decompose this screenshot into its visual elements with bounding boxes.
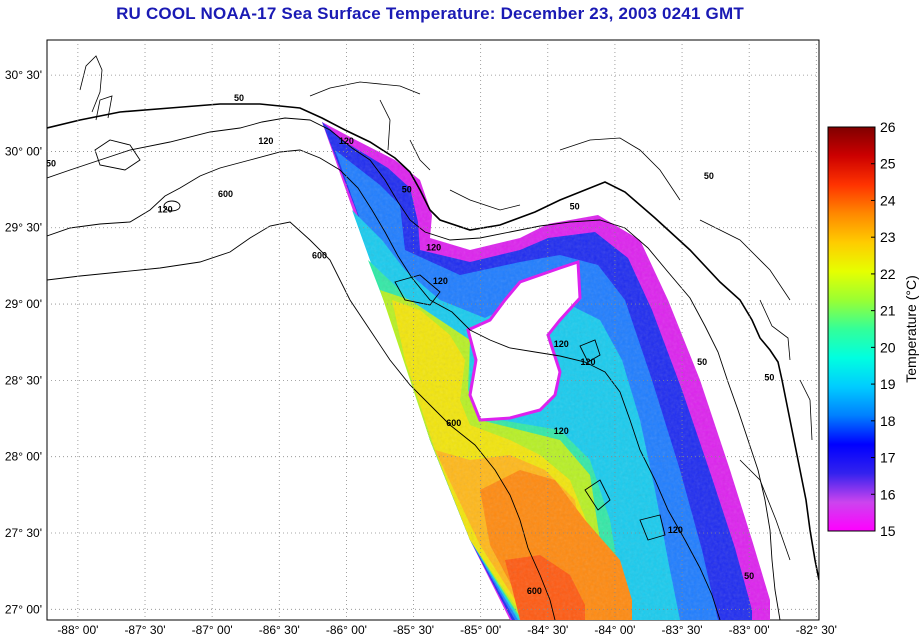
longitude-label: -86° 30' [259,623,300,637]
contour-label: 120 [426,243,441,253]
contour-labels: 50 120 120 600 120 50 600 50 120 120 50 50 120 120 50 5… [46,93,774,596]
latitude-label: 28° 00' [5,450,42,464]
latitude-label: 28° 30' [5,373,42,387]
colorbar-tick-label: 17 [880,450,896,466]
contour-label: 120 [433,276,448,286]
colorbar-scale [827,126,876,532]
latitude-label: 29° 00' [5,297,42,311]
coastline [47,103,819,581]
latitude-label: 27° 00' [5,602,42,616]
colorbar-tick-label: 20 [880,339,896,355]
contour-label: 600 [527,586,542,596]
colorbar-title: Temperature (°C) [903,275,919,383]
colorbar-tick-label: 23 [880,229,896,245]
colorbar-tick-label: 15 [880,523,896,539]
colorbar-tick-label: 19 [880,376,896,392]
longitude-label: -83° 00' [729,623,770,637]
longitude-label: -84° 30' [527,623,568,637]
bathymetry-contours [47,117,781,620]
contour-label: 600 [446,418,461,428]
longitude-labels: -88° 00' -87° 30' -87° 00' -86° 30' -86° 00'… [57,623,837,637]
sst-swath [322,122,770,620]
map-title: RU COOL NOAA-17 Sea Surface Temperature:… [116,4,744,23]
contour-label: 600 [218,189,233,199]
contour-label: 120 [258,136,273,146]
longitude-label: -87° 00' [192,623,233,637]
contour-label: 120 [339,136,354,146]
land-features [79,55,813,561]
contour-label: 120 [581,357,596,367]
colorbar-tick-label: 26 [880,119,896,135]
contour-600m [47,221,556,620]
contour-120m [47,149,721,620]
contour-label: 120 [158,204,173,214]
contour-50m [47,117,781,620]
contour-label: 50 [570,201,580,211]
longitude-label: -85° 30' [393,623,434,637]
longitude-label: -87° 30' [124,623,165,637]
latitude-label: 27° 30' [5,526,42,540]
map-body: 50 120 120 600 120 50 600 50 120 120 50 50 120 120 50 5… [46,40,819,620]
colorbar-tick-label: 18 [880,413,896,429]
longitude-label: -82° 30' [796,623,837,637]
contour-label: 50 [704,171,714,181]
latitude-label: 29° 30' [5,221,42,235]
colorbar-tick-label: 24 [880,192,896,208]
contour-label: 120 [554,426,569,436]
contour-label: 50 [764,372,774,382]
graticule [47,40,819,620]
longitude-label: -86° 00' [326,623,367,637]
colorbar-tick-label: 22 [880,266,896,282]
longitude-label: -84° 00' [594,623,635,637]
contour-label: 50 [234,93,244,103]
longitude-label: -83° 30' [661,623,702,637]
longitude-label: -85° 00' [460,623,501,637]
contour-label: 50 [46,159,56,169]
contour-label: 50 [697,357,707,367]
latitude-label: 30° 30' [5,68,42,82]
colorbar-tick-label: 21 [880,303,896,319]
longitude-label: -88° 00' [57,623,98,637]
contour-label: 50 [402,185,412,195]
contour-label: 120 [668,525,683,535]
contour-label: 50 [744,571,754,581]
colorbar: 15 16 17 18 19 20 21 22 23 24 25 26 Temperature (°C… [827,119,919,539]
contour-label: 600 [312,250,327,260]
latitude-labels: 30° 30' 30° 00' 29° 30' 29° 00' 28° 30' 28° 0… [5,68,42,616]
contour-label: 120 [554,339,569,349]
colorbar-tick-label: 25 [880,156,896,172]
colorbar-tick-label: 16 [880,486,896,502]
latitude-label: 30° 00' [5,144,42,158]
colorbar-ticks: 15 16 17 18 19 20 21 22 23 24 25 26 [871,119,896,539]
